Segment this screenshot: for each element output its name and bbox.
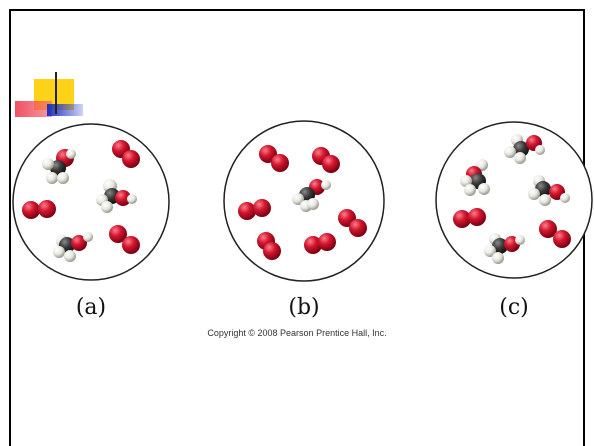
- methanol-molecule: [484, 233, 525, 264]
- oxygen-molecule: [238, 199, 271, 220]
- oxygen-molecule: [453, 208, 486, 228]
- oxygen-molecule: [112, 140, 140, 168]
- oxygen-molecule: [259, 145, 289, 172]
- copyright-notice: Copyright © 2008 Pearson Prentice Hall, …: [207, 328, 387, 338]
- oxygen-molecule: [338, 209, 367, 237]
- panel-c: [435, 121, 593, 279]
- methanol-molecule: [42, 149, 76, 184]
- methanol-molecule: [292, 179, 331, 212]
- oxygen-molecule: [312, 147, 340, 173]
- oxygen-molecule: [109, 225, 140, 254]
- panel-b: [223, 120, 385, 282]
- oxygen-molecule: [257, 232, 281, 260]
- methanol-molecule: [504, 134, 545, 164]
- oxygen-molecule: [304, 233, 336, 254]
- methanol-molecule: [460, 159, 490, 196]
- methanol-molecule: [96, 179, 137, 213]
- methanol-molecule: [528, 175, 570, 206]
- oxygen-molecule: [22, 200, 56, 219]
- panel-a: [12, 123, 170, 281]
- panel-label-c: (c): [499, 295, 529, 320]
- panel-label-b: (b): [288, 295, 320, 320]
- container-circle-a: [12, 123, 170, 281]
- panel-label-a: (a): [75, 295, 107, 320]
- methanol-molecule: [53, 232, 93, 262]
- decorative-vertical-line: [55, 72, 57, 114]
- oxygen-molecule: [539, 220, 571, 248]
- decorative-red-bar: [15, 101, 52, 117]
